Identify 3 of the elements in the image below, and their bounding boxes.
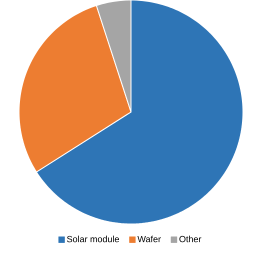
- legend-label: Other: [179, 236, 202, 242]
- legend-label: Solar module: [67, 236, 120, 242]
- legend-label: Wafer: [137, 236, 161, 242]
